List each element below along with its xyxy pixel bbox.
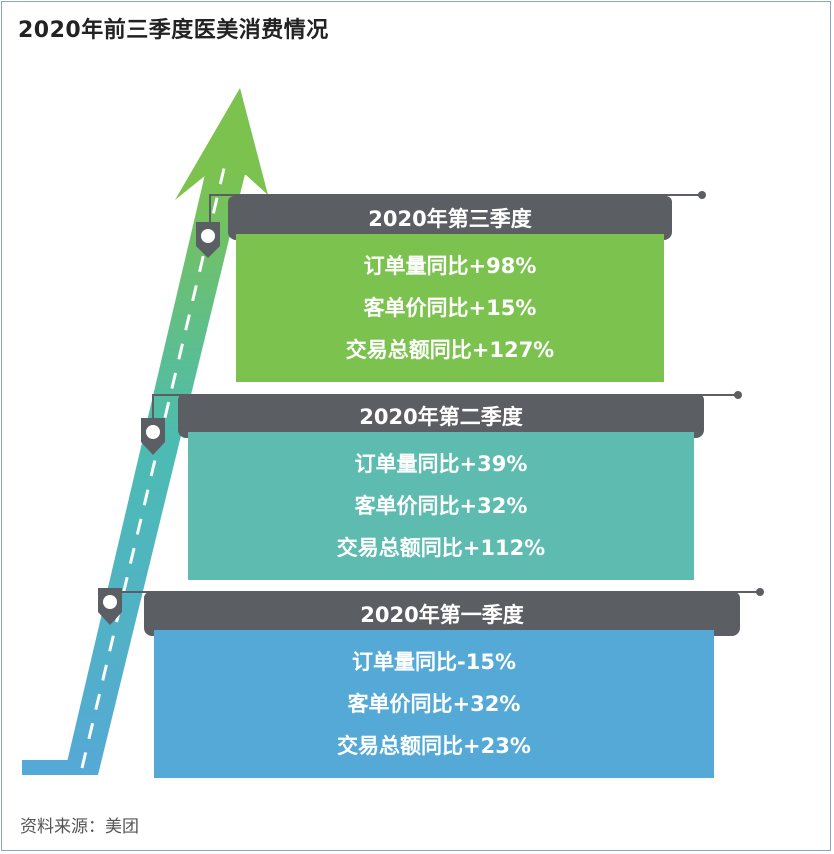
tier-q1-metric-orders: 订单量同比-15% bbox=[352, 650, 516, 674]
map-pin-icon-q2 bbox=[141, 418, 165, 455]
tier-q1-body: 订单量同比-15% 客单价同比+32% 交易总额同比+23% bbox=[154, 630, 714, 778]
tier-q1-title: 2020年第一季度 bbox=[360, 603, 524, 627]
tier-q2-metric-unit-price: 客单价同比+32% bbox=[354, 494, 528, 518]
source-note: 资料来源：美团 bbox=[20, 817, 139, 837]
tier-q2-metric-orders: 订单量同比+39% bbox=[354, 452, 528, 476]
map-pin-icon-q3 bbox=[196, 222, 220, 258]
leader-line-q3 bbox=[209, 194, 700, 222]
tier-q3-title: 2020年第三季度 bbox=[368, 207, 532, 231]
road-center-dashes bbox=[80, 159, 228, 769]
tier-q3-body: 订单量同比+98% 客单价同比+15% 交易总额同比+127% bbox=[236, 234, 664, 382]
tier-q3: 2020年第三季度 订单量同比+98% 客单价同比+15% 交易总额同比+127… bbox=[228, 196, 672, 382]
tier-q3-header: 2020年第三季度 bbox=[228, 196, 672, 240]
leader-dot-q1 bbox=[756, 588, 764, 596]
leader-dot-q2 bbox=[734, 391, 742, 399]
tier-q2-title: 2020年第二季度 bbox=[359, 405, 523, 429]
tier-q3-metric-gmv: 交易总额同比+127% bbox=[345, 338, 555, 362]
tier-q3-metric-unit-price: 客单价同比+15% bbox=[363, 296, 537, 320]
growth-arrow-head bbox=[175, 88, 268, 200]
leader-dot-q3 bbox=[698, 191, 706, 199]
tier-q1-metric-gmv: 交易总额同比+23% bbox=[337, 734, 531, 758]
tier-q2-header: 2020年第二季度 bbox=[178, 394, 704, 438]
tier-q2-metric-gmv: 交易总额同比+112% bbox=[336, 536, 546, 560]
map-pin-icon-q1 bbox=[98, 588, 122, 625]
tier-q2: 2020年第二季度 订单量同比+39% 客单价同比+32% 交易总额同比+112… bbox=[178, 394, 704, 580]
tier-q3-metric-orders: 订单量同比+98% bbox=[363, 254, 537, 278]
tier-q1-metric-unit-price: 客单价同比+32% bbox=[347, 692, 521, 716]
tier-q1-header: 2020年第一季度 bbox=[144, 592, 740, 636]
tier-q2-body: 订单量同比+39% 客单价同比+32% 交易总额同比+112% bbox=[188, 432, 694, 580]
figure-title: 2020年前三季度医美消费情况 bbox=[18, 18, 329, 43]
tier-q1: 2020年第一季度 订单量同比-15% 客单价同比+32% 交易总额同比+23% bbox=[144, 592, 740, 778]
